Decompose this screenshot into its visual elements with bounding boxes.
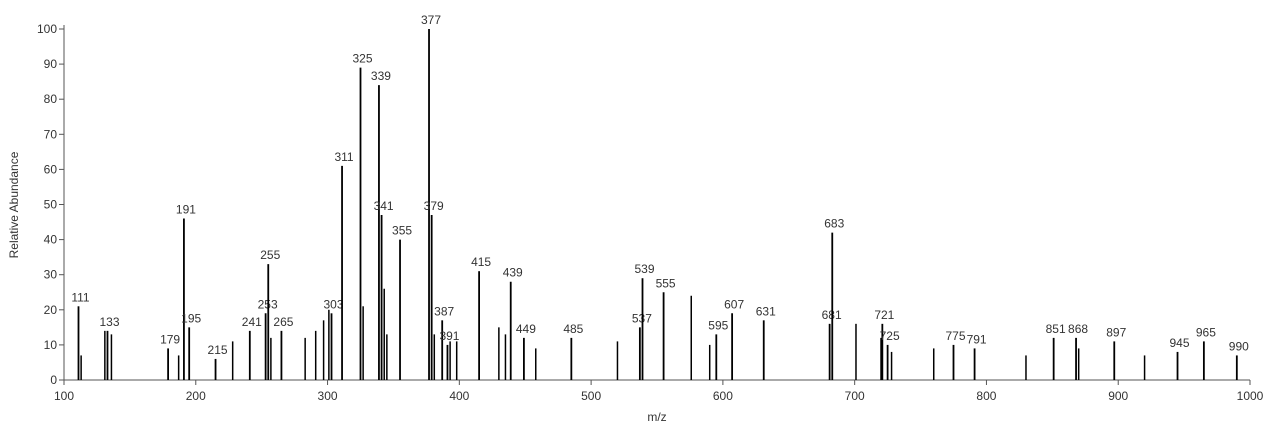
peak-label: 133 (99, 315, 119, 329)
peak-label: 415 (471, 255, 491, 269)
peak-label: 607 (724, 297, 744, 311)
y-axis-title: Relative Abundance (7, 151, 21, 258)
peak-label: 449 (516, 322, 536, 336)
peak-label: 725 (880, 329, 900, 343)
peak-label: 391 (439, 329, 459, 343)
peak-label: 485 (563, 322, 583, 336)
y-tick-label: 40 (44, 233, 58, 247)
peak-label: 241 (242, 315, 262, 329)
x-tick-label: 500 (581, 389, 601, 403)
peak-label: 595 (708, 318, 728, 332)
peak-label: 325 (352, 52, 372, 66)
x-tick-label: 100 (54, 389, 74, 403)
peak-label: 721 (874, 308, 894, 322)
peak-label: 265 (273, 315, 293, 329)
peak-label: 945 (1170, 336, 1190, 350)
x-tick-label: 700 (845, 389, 865, 403)
peak-label: 555 (656, 276, 676, 290)
x-tick-label: 400 (449, 389, 469, 403)
peak-label: 179 (160, 332, 180, 346)
y-tick-label: 10 (44, 338, 58, 352)
peak-label: 379 (424, 199, 444, 213)
x-tick-label: 200 (186, 389, 206, 403)
peak-label: 683 (824, 217, 844, 231)
y-tick-label: 100 (37, 22, 57, 36)
peak-label: 255 (260, 248, 280, 262)
y-tick-label: 0 (50, 373, 57, 387)
x-tick-label: 600 (713, 389, 733, 403)
peak-label: 868 (1068, 322, 1088, 336)
y-tick-label: 50 (44, 198, 58, 212)
peak-label: 791 (967, 332, 987, 346)
peak-label: 195 (181, 311, 201, 325)
peak-label: 965 (1196, 325, 1216, 339)
peak-label: 191 (176, 203, 196, 217)
x-tick-label: 1000 (1237, 389, 1263, 403)
y-tick-label: 20 (44, 303, 58, 317)
peak-label: 990 (1229, 339, 1249, 353)
x-tick-label: 900 (1108, 389, 1128, 403)
peak-label: 631 (756, 304, 776, 318)
peak-label: 111 (71, 290, 90, 304)
x-tick-label: 800 (976, 389, 996, 403)
peak-label: 387 (434, 304, 454, 318)
y-tick-label: 70 (44, 127, 58, 141)
y-tick-label: 60 (44, 162, 58, 176)
peak-label: 215 (208, 343, 228, 357)
peak-label: 377 (421, 13, 441, 27)
peak-label: 339 (371, 69, 391, 83)
peak-label: 311 (334, 150, 353, 164)
peak-label: 539 (634, 262, 654, 276)
peak-label: 897 (1106, 325, 1126, 339)
peak-label: 775 (945, 329, 965, 343)
peak-label: 851 (1046, 322, 1066, 336)
y-tick-label: 80 (44, 92, 58, 106)
peak-label: 439 (503, 266, 523, 280)
y-tick-label: 90 (44, 57, 58, 71)
peak-label: 341 (374, 199, 394, 213)
y-tick-label: 30 (44, 268, 58, 282)
peak-label: 303 (323, 297, 343, 311)
x-axis-title: m/z (647, 410, 666, 423)
peak-label: 355 (392, 224, 412, 238)
x-tick-label: 300 (318, 389, 338, 403)
